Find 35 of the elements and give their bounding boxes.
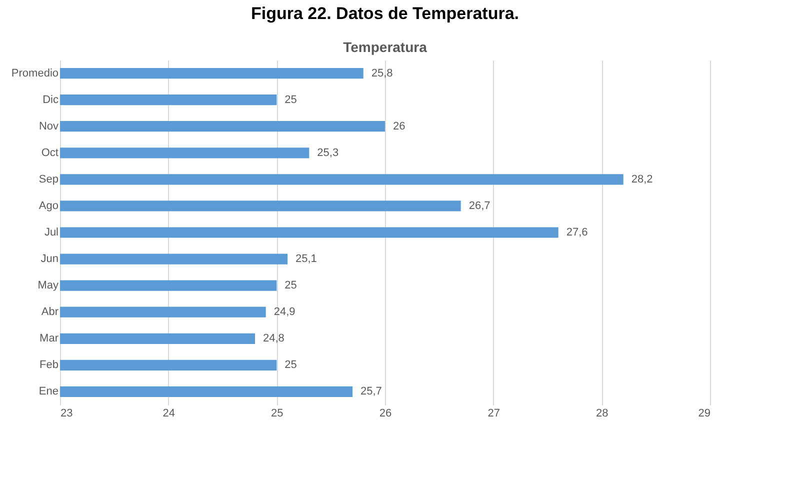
data-label: 24,8 <box>263 332 284 345</box>
x-tick-label: 28 <box>596 408 608 420</box>
x-tick-label: 25 <box>271 408 284 420</box>
data-label: 25 <box>284 94 297 106</box>
data-label: 28,2 <box>631 173 653 186</box>
y-tick-label: Feb <box>40 359 58 372</box>
y-tick-label: Promedio <box>11 67 58 80</box>
data-label: 25,7 <box>360 386 382 398</box>
y-tick-label: Ago <box>38 200 58 212</box>
data-label: 26 <box>393 120 406 132</box>
x-tick-label: 27 <box>488 408 500 420</box>
chart-subtitle: Temperatura <box>343 39 428 55</box>
x-tick-label: 29 <box>698 408 710 420</box>
chart-title: Figura 22. Datos de Temperatura. <box>251 4 519 23</box>
y-tick-label: May <box>38 280 59 292</box>
data-label: 25,3 <box>317 146 339 159</box>
x-tick-label: 23 <box>60 408 73 420</box>
y-tick-label: Mar <box>40 332 59 345</box>
y-tick-label: Jul <box>44 226 58 238</box>
data-label: 25,8 <box>371 67 393 80</box>
data-label: 25 <box>284 280 297 292</box>
y-tick-label: Nov <box>38 120 59 132</box>
data-label: 27,6 <box>566 226 588 238</box>
data-label: 24,9 <box>274 306 296 318</box>
y-tick-label: Oct <box>41 146 58 159</box>
data-label: 26,7 <box>468 200 490 212</box>
y-tick-label: Abr <box>41 306 59 318</box>
y-tick-label: Dic <box>42 94 59 106</box>
x-tick-label: 26 <box>379 408 392 420</box>
y-tick-label: Jun <box>40 253 58 266</box>
x-tick-label: 24 <box>162 408 175 420</box>
y-tick-label: Sep <box>38 173 58 186</box>
data-label: 25,1 <box>296 253 317 266</box>
data-label: 25 <box>284 359 297 372</box>
y-tick-label: Ene <box>38 386 58 398</box>
